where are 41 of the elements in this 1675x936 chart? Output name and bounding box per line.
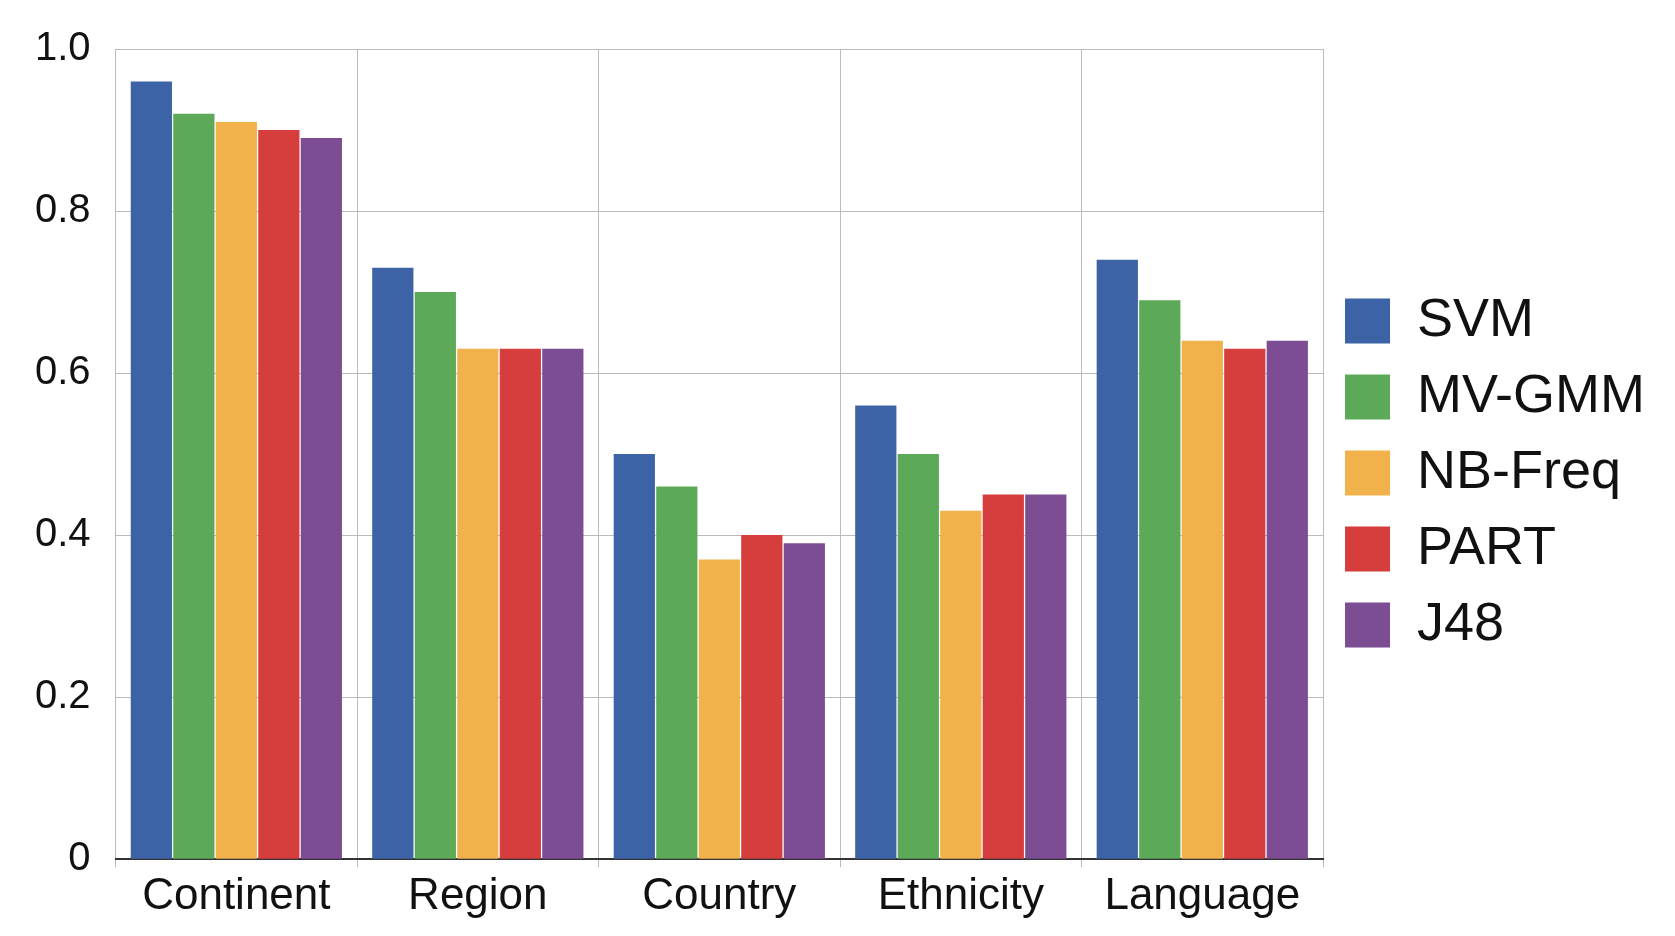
y-tick-label: 1.0 — [35, 24, 91, 69]
legend-label: NB-Freq — [1417, 438, 1622, 499]
y-tick-label: 0.2 — [35, 672, 91, 717]
bar — [542, 348, 584, 859]
bar — [783, 543, 825, 859]
bar — [1224, 348, 1266, 859]
bar — [130, 81, 172, 859]
bar — [855, 405, 897, 859]
x-tick-label: Language — [1104, 868, 1301, 918]
legend-label: SVM — [1417, 286, 1535, 347]
x-tick-label: Continent — [142, 868, 331, 918]
bar — [457, 348, 499, 859]
x-tick-label: Ethnicity — [877, 868, 1044, 918]
bar — [300, 138, 342, 859]
x-tick-label: Country — [642, 868, 797, 918]
bar — [372, 267, 414, 859]
bar — [1181, 340, 1223, 859]
bar — [698, 559, 740, 859]
bar — [613, 454, 655, 859]
bar — [741, 535, 783, 859]
bar — [940, 510, 982, 859]
bar — [1025, 494, 1067, 859]
bar — [1139, 300, 1181, 859]
legend-label: J48 — [1417, 590, 1505, 651]
bar — [1266, 340, 1308, 859]
bar — [173, 113, 215, 859]
bar — [414, 292, 456, 859]
bar — [258, 130, 300, 859]
legend-label: MV-GMM — [1417, 362, 1646, 423]
bar — [215, 121, 257, 859]
bar — [499, 348, 541, 859]
bar — [656, 486, 698, 859]
y-tick-label: 0.4 — [35, 510, 91, 555]
y-tick-label: 0 — [68, 834, 91, 879]
bar — [1096, 259, 1138, 859]
legend-label: PART — [1417, 514, 1557, 575]
x-tick-label: Region — [408, 868, 548, 918]
bar — [897, 454, 939, 859]
y-tick-label: 0.8 — [35, 186, 91, 231]
bar — [982, 494, 1024, 859]
y-tick-label: 0.6 — [35, 348, 91, 393]
